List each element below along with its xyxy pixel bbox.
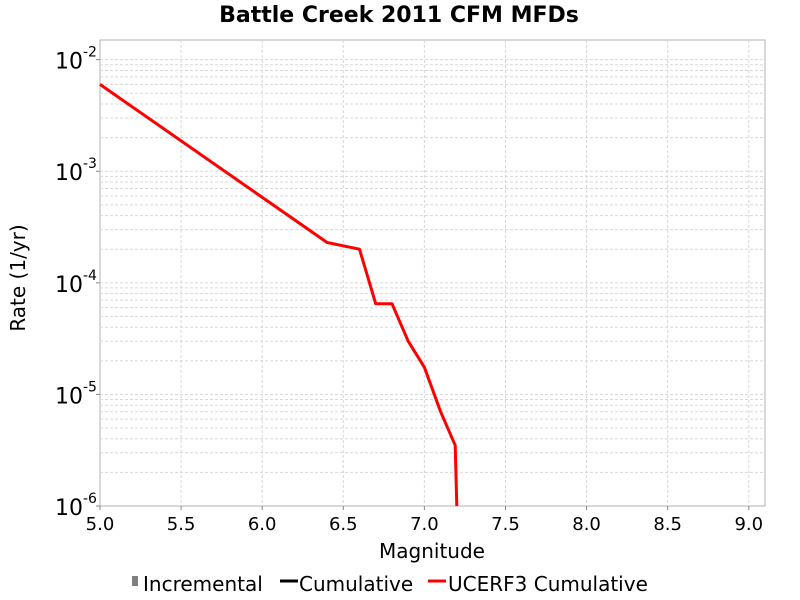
x-tick-label: 6.5	[329, 514, 358, 535]
y-tick-label: 10-3	[55, 156, 97, 186]
y-tick-exponent: -5	[83, 379, 97, 395]
legend-label: UCERF3 Cumulative	[448, 572, 648, 596]
y-tick-exponent: -3	[83, 156, 97, 172]
x-tick-label: 9.0	[734, 514, 763, 535]
y-axis-ticks: 10-210-310-410-510-6	[55, 45, 100, 521]
y-tick-exponent: -6	[83, 491, 97, 507]
legend-label: Cumulative	[299, 572, 413, 596]
series-line	[99, 83, 459, 507]
y-tick-base: 10	[55, 161, 83, 186]
x-tick-label: 5.5	[167, 514, 196, 535]
grid	[100, 40, 765, 506]
y-tick-exponent: -2	[83, 45, 97, 61]
y-tick-label: 10-6	[55, 491, 97, 521]
y-tick-base: 10	[55, 273, 83, 298]
x-axis-label: Magnitude	[379, 539, 485, 563]
chart-title: Battle Creek 2011 CFM MFDs	[219, 3, 579, 28]
x-tick-label: 7.5	[491, 514, 520, 535]
y-tick-base: 10	[55, 50, 83, 75]
y-tick-exponent: -4	[83, 268, 97, 284]
x-tick-label: 8.5	[653, 514, 682, 535]
y-tick-base: 10	[55, 384, 83, 409]
x-tick-label: 5.0	[86, 514, 115, 535]
y-tick-label: 10-2	[55, 45, 97, 75]
legend-label: Incremental	[143, 572, 263, 596]
series-lines	[99, 83, 459, 507]
y-tick-base: 10	[55, 496, 83, 521]
x-tick-label: 6.0	[248, 514, 277, 535]
plot-area	[99, 39, 766, 507]
y-tick-label: 10-4	[55, 268, 97, 298]
y-tick-label: 10-5	[55, 379, 97, 409]
x-axis-ticks: 5.0 5.5 6.0 6.5 7.0 7.5 8.0 8.5 9.0	[86, 506, 763, 535]
x-tick-label: 8.0	[572, 514, 601, 535]
legend: Incremental Cumulative UCERF3 Cumulative	[132, 572, 648, 596]
legend-swatch	[132, 576, 138, 586]
y-axis-label: Rate (1/yr)	[6, 224, 30, 331]
x-tick-label: 7.0	[410, 514, 439, 535]
